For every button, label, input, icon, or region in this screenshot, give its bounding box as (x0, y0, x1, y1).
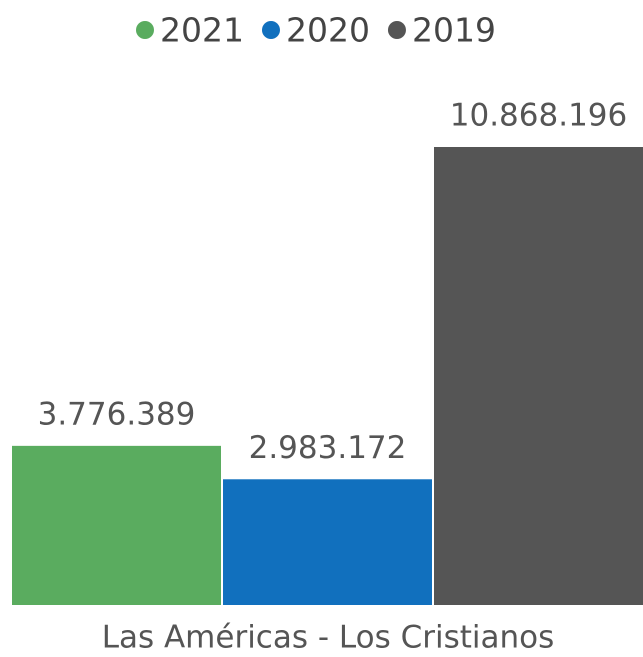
bar (223, 479, 432, 605)
legend-marker (387, 21, 406, 39)
legend-label: 2019 (412, 11, 496, 50)
legend-marker (136, 21, 154, 39)
value-label: 10.868.196 (450, 98, 628, 134)
x-tick-label: Las Américas - Los Cristianos (102, 620, 555, 656)
value-label: 2.983.172 (249, 430, 407, 466)
value-label: 3.776.389 (38, 396, 196, 432)
legend-label: 2020 (286, 11, 370, 50)
legend-marker (261, 21, 280, 39)
bar (12, 445, 221, 605)
bar (434, 147, 643, 605)
legend-label: 2021 (160, 11, 244, 50)
